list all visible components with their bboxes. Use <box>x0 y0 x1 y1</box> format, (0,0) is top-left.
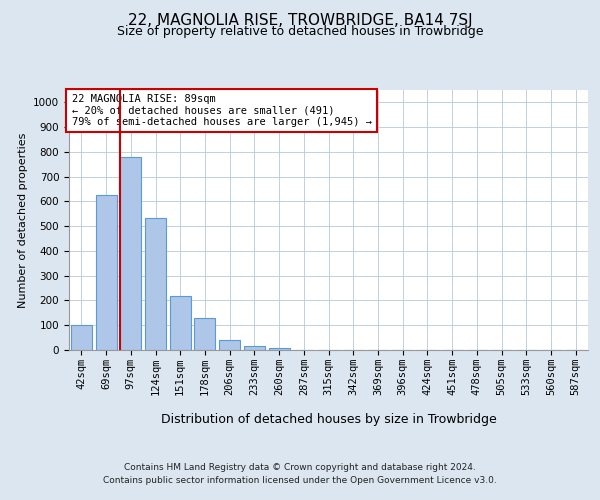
Bar <box>269 348 290 350</box>
Bar <box>145 218 166 350</box>
Text: Distribution of detached houses by size in Trowbridge: Distribution of detached houses by size … <box>161 412 497 426</box>
Text: Size of property relative to detached houses in Trowbridge: Size of property relative to detached ho… <box>117 25 483 38</box>
Y-axis label: Number of detached properties: Number of detached properties <box>17 132 28 308</box>
Bar <box>219 340 240 350</box>
Bar <box>71 325 92 350</box>
Text: Contains public sector information licensed under the Open Government Licence v3: Contains public sector information licen… <box>103 476 497 485</box>
Bar <box>95 195 116 350</box>
Bar <box>170 296 191 350</box>
Text: 22 MAGNOLIA RISE: 89sqm
← 20% of detached houses are smaller (491)
79% of semi-d: 22 MAGNOLIA RISE: 89sqm ← 20% of detache… <box>71 94 371 127</box>
Bar <box>120 157 141 350</box>
Bar <box>244 346 265 350</box>
Bar <box>194 318 215 350</box>
Text: Contains HM Land Registry data © Crown copyright and database right 2024.: Contains HM Land Registry data © Crown c… <box>124 462 476 471</box>
Text: 22, MAGNOLIA RISE, TROWBRIDGE, BA14 7SJ: 22, MAGNOLIA RISE, TROWBRIDGE, BA14 7SJ <box>128 12 472 28</box>
